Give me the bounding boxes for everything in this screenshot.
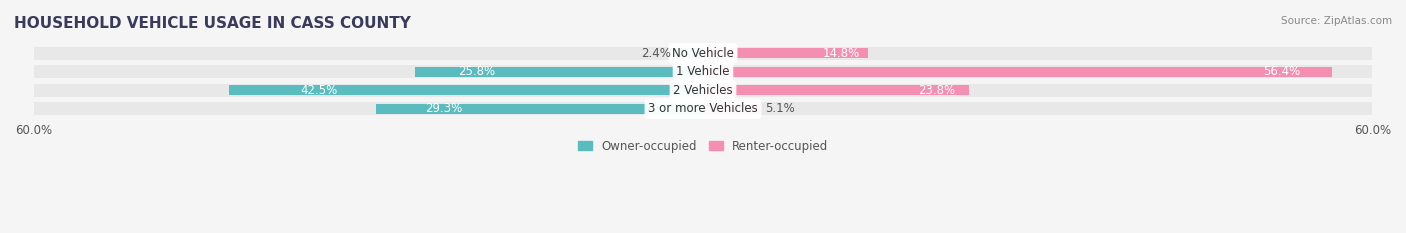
- Bar: [703, 48, 868, 58]
- Bar: [375, 104, 703, 114]
- Bar: [34, 102, 1372, 115]
- Bar: [229, 85, 703, 95]
- Bar: [34, 47, 1372, 60]
- Text: 3 or more Vehicles: 3 or more Vehicles: [648, 102, 758, 115]
- Bar: [415, 67, 703, 77]
- Text: Source: ZipAtlas.com: Source: ZipAtlas.com: [1281, 16, 1392, 26]
- Text: HOUSEHOLD VEHICLE USAGE IN CASS COUNTY: HOUSEHOLD VEHICLE USAGE IN CASS COUNTY: [14, 16, 411, 31]
- Text: 2 Vehicles: 2 Vehicles: [673, 84, 733, 97]
- Bar: [703, 85, 969, 95]
- Bar: [703, 104, 759, 114]
- Text: 25.8%: 25.8%: [458, 65, 495, 78]
- Text: No Vehicle: No Vehicle: [672, 47, 734, 60]
- Text: 14.8%: 14.8%: [823, 47, 860, 60]
- Bar: [676, 48, 703, 58]
- Text: 56.4%: 56.4%: [1264, 65, 1301, 78]
- Text: 42.5%: 42.5%: [299, 84, 337, 97]
- Text: 29.3%: 29.3%: [425, 102, 463, 115]
- Text: 5.1%: 5.1%: [765, 102, 796, 115]
- Bar: [34, 84, 1372, 97]
- Text: 1 Vehicle: 1 Vehicle: [676, 65, 730, 78]
- Bar: [34, 65, 1372, 78]
- Bar: [703, 67, 1333, 77]
- Text: 23.8%: 23.8%: [918, 84, 955, 97]
- Legend: Owner-occupied, Renter-occupied: Owner-occupied, Renter-occupied: [578, 140, 828, 153]
- Text: 2.4%: 2.4%: [641, 47, 671, 60]
